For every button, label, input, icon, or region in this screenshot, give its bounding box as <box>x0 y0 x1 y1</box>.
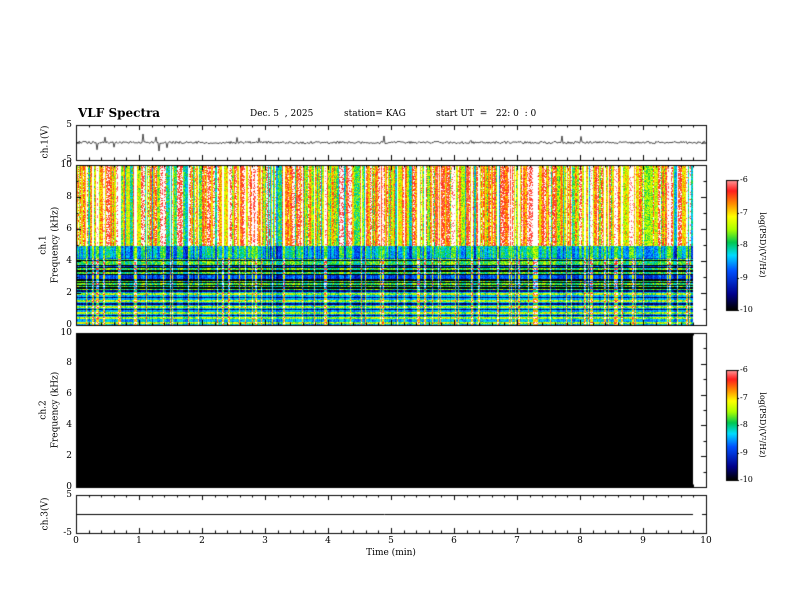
colorbar1-tick-label: -10 <box>740 305 753 314</box>
ch3-voltage-tick-label: -5 <box>63 527 72 538</box>
ch2-frequency-tick-label: 10 <box>60 327 72 338</box>
header-start-ut: start UT = 22: 0 : 0 <box>436 109 537 119</box>
x-tick-label: 0 <box>73 536 79 546</box>
x-tick-label: 2 <box>199 536 205 546</box>
ch1-frequency-tick-label: 0 <box>66 319 72 330</box>
x-tick-label: 3 <box>262 536 268 546</box>
colorbar2-tick-label: -10 <box>740 475 753 484</box>
colorbar1-tick-label: -9 <box>740 272 748 282</box>
colorbar1-label: log(PSD)(V²/Hz) <box>758 212 767 278</box>
colorbar2-label: log(PSD)(V²/Hz) <box>758 392 767 458</box>
x-tick-label: 7 <box>514 536 520 546</box>
ch2-frequency-tick-label: 4 <box>66 419 72 430</box>
colorbar1-tick-label: -7 <box>740 207 748 217</box>
ch1-frequency-axis-label: Frequency (kHz) <box>50 206 61 284</box>
x-tick-label: 1 <box>136 536 142 546</box>
ch2-frequency-tick-label: 8 <box>66 358 72 369</box>
x-tick-label: 5 <box>388 536 394 546</box>
x-tick-label: 10 <box>700 536 712 546</box>
colorbar2-tick-label: -8 <box>740 420 748 429</box>
ch1-frequency-tick-label: 4 <box>66 255 72 266</box>
colorbar2-tick-label: -6 <box>740 365 748 374</box>
ch1-frequency-tick-label: 10 <box>60 159 72 170</box>
ch2-channel-label: ch.2 <box>38 400 49 420</box>
colorbar2-tick-label: -9 <box>740 447 748 457</box>
time-axis-label: Time (min) <box>366 548 416 558</box>
x-tick-label: 8 <box>577 536 583 546</box>
ch2-frequency-tick-label: 2 <box>66 450 72 461</box>
ch3-voltage-tick-label: 5 <box>66 489 72 500</box>
ch3-voltage-axis-label: ch.3(V) <box>40 497 51 531</box>
ch2-frequency-tick-label: 6 <box>66 389 72 400</box>
colorbar1-tick-label: -6 <box>740 175 748 184</box>
colorbar1-tick-label: -8 <box>740 240 748 249</box>
ch1-voltage-tick-label: -5 <box>63 154 72 165</box>
x-tick-label: 6 <box>451 536 457 546</box>
x-tick-label: 9 <box>640 536 646 546</box>
ch1-voltage-axis-label: ch.1(V) <box>40 125 51 159</box>
header-date: Dec. 5 , 2025 <box>250 109 314 119</box>
x-tick-label: 4 <box>325 536 331 546</box>
ch1-frequency-tick-label: 2 <box>66 287 72 298</box>
ch2-frequency-tick-label: 0 <box>66 481 72 492</box>
ch1-voltage-tick-label: 5 <box>66 119 72 130</box>
colorbar2-tick-label: -7 <box>740 392 748 402</box>
plot-title: VLF Spectra <box>78 106 161 120</box>
ch2-frequency-axis-label: Frequency (kHz) <box>50 371 61 449</box>
ch1-frequency-tick-label: 6 <box>66 223 72 234</box>
ch1-frequency-tick-label: 8 <box>66 191 72 202</box>
ch1-channel-label: ch.1 <box>38 235 49 255</box>
header-station: station= KAG <box>344 109 406 119</box>
